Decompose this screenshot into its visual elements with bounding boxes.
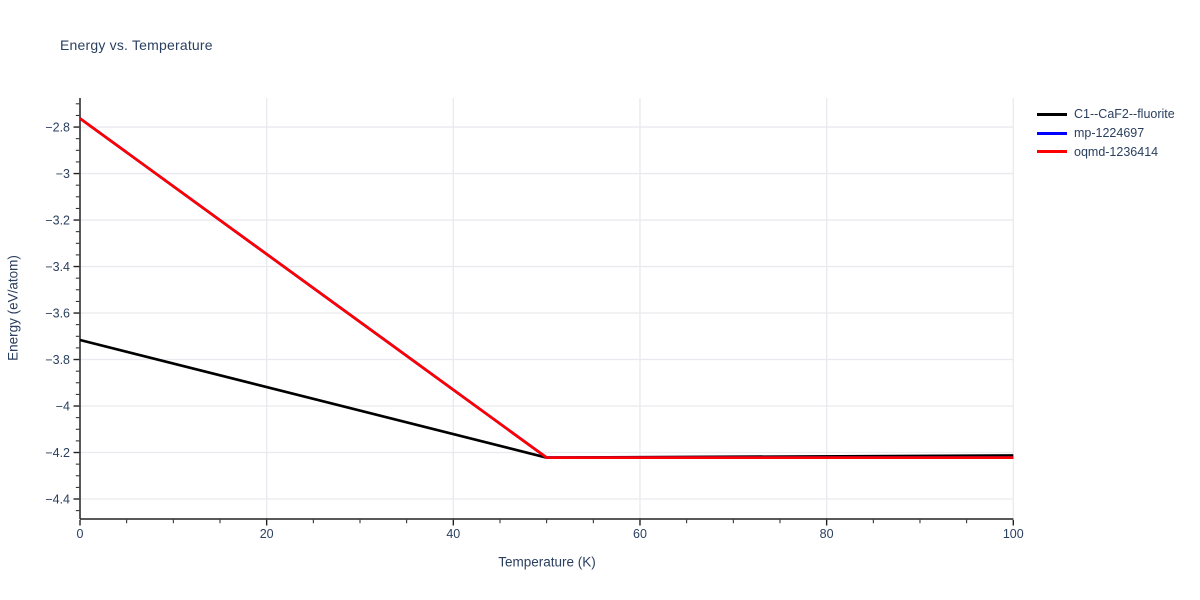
y-tick-label--4.2: −4.2 xyxy=(45,446,70,460)
legend-label: C1--CaF2--fluorite xyxy=(1074,107,1175,122)
series-line-C1--CaF2--fluorite xyxy=(79,338,1014,459)
series-line-oqmd-1236414 xyxy=(79,117,1014,459)
y-tick-label--3.2: −3.2 xyxy=(45,213,70,227)
y-tick-label--3: −3 xyxy=(56,167,70,181)
legend-line-sample-blue xyxy=(1037,131,1067,135)
series-line-mp-1224697 xyxy=(79,117,1014,459)
legend-label: oqmd-1236414 xyxy=(1074,144,1159,159)
x-tick-label-0: 0 xyxy=(77,527,84,541)
y-tick-label--3.6: −3.6 xyxy=(45,306,70,320)
legend-line-sample-black xyxy=(1037,112,1067,116)
legend-item-c1-caf2-fluorite[interactable]: C1--CaF2--fluorite xyxy=(1037,105,1175,124)
y-tick-label--2.8: −2.8 xyxy=(45,120,70,134)
x-tick-label-40: 40 xyxy=(446,527,460,541)
y-tick-label--3.4: −3.4 xyxy=(45,260,70,274)
y-tick-label--4.4: −4.4 xyxy=(45,492,70,506)
legend-line-sample-red xyxy=(1037,150,1067,154)
x-axis-title: Temperature (K) xyxy=(498,554,596,570)
chart-title: Energy vs. Temperature xyxy=(60,37,213,53)
y-axis-title: Energy (eV/atom) xyxy=(5,255,21,361)
x-tick-label-20: 20 xyxy=(260,527,274,541)
x-tick-label-60: 60 xyxy=(633,527,647,541)
legend-item-oqmd-1236414[interactable]: oqmd-1236414 xyxy=(1037,142,1175,161)
x-tick-label-80: 80 xyxy=(820,527,834,541)
legend-item-mp-1224697[interactable]: mp-1224697 xyxy=(1037,124,1175,143)
legend: C1--CaF2--fluorite mp-1224697 oqmd-12364… xyxy=(1037,105,1175,161)
legend-label: mp-1224697 xyxy=(1074,126,1145,141)
x-tick-label-100: 100 xyxy=(1003,527,1024,541)
y-tick-label--3.8: −3.8 xyxy=(45,353,70,367)
y-tick-label--4: −4 xyxy=(56,399,70,413)
